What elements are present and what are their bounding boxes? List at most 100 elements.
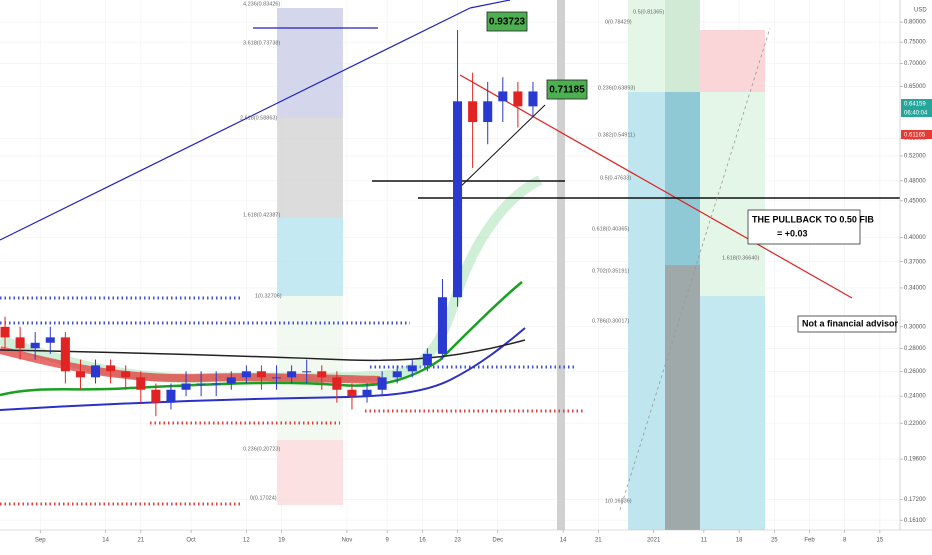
candle-body [347, 389, 357, 397]
x-tick-label: 8 [843, 538, 847, 544]
candle-body [241, 371, 251, 378]
note-box [747, 209, 861, 245]
candle-body [513, 91, 523, 107]
fib-zone [277, 440, 343, 505]
axes: 0.80000 0.75000 0.70000 0.65000 0.55000 0.520… [35, 20, 926, 544]
candle-body [392, 371, 402, 378]
fib-zone [628, 92, 665, 530]
price-axis [900, 0, 932, 550]
price-tag-label: 0.61165 [904, 133, 926, 139]
candle-body [302, 371, 312, 373]
x-tick-label: 14 [560, 538, 567, 544]
x-tick-label: Nov [342, 538, 353, 544]
moving-average [0, 281, 523, 397]
candle-body [377, 377, 387, 390]
candle-body [15, 337, 25, 349]
y-tick-label: 0.26000 [904, 369, 926, 375]
fib-zone [277, 296, 343, 440]
y-tick-label: 0.16100 [904, 518, 926, 524]
candle-body [181, 383, 191, 390]
candle-body [362, 389, 372, 397]
currency-label: USD [914, 8, 927, 14]
y-tick-label: 0.70000 [904, 61, 926, 67]
candle-body [437, 297, 447, 354]
fib-zone [700, 296, 765, 530]
x-tick-label: 9 [385, 538, 389, 544]
price-tag [901, 130, 932, 139]
ribbon [0, 346, 381, 384]
fib-label: 1(0.16836) [605, 498, 632, 504]
trend-line [469, 0, 511, 9]
price-box [546, 79, 588, 100]
fib-label: 0.786(0.30017) [592, 318, 629, 324]
fib-zone [277, 218, 343, 296]
candle-body [468, 101, 478, 123]
fib-label: 1.618(0.42387) [243, 212, 280, 218]
candle-body [407, 365, 417, 372]
candle-body [136, 377, 146, 390]
fib-label: 0.236(0.63893) [598, 85, 635, 91]
x-tick-label: 18 [736, 538, 743, 544]
fib-label: 0.618(0.40365) [592, 226, 629, 232]
candle-body [151, 389, 161, 403]
fib-zone [277, 8, 343, 118]
price-box-label: 0.71185 [549, 85, 585, 96]
trend-line [619, 27, 771, 511]
candle-body [0, 326, 10, 338]
y-tick-label: 0.80000 [904, 20, 926, 26]
note: Not a financial advisor [802, 318, 899, 328]
price-tag [901, 99, 932, 108]
trend-line [459, 74, 853, 299]
fib-zone [700, 92, 765, 296]
candle-body [528, 91, 538, 107]
x-tick-label: Feb [804, 538, 815, 544]
fib-zone [277, 118, 343, 218]
candle-body [422, 353, 432, 366]
fib-label: 0(0.78429) [605, 19, 632, 25]
candle-body [196, 383, 206, 385]
x-tick-label: 21 [595, 538, 602, 544]
candle-body [45, 337, 55, 343]
x-tick-label: 25 [771, 538, 778, 544]
candle-body [453, 101, 463, 298]
candle-body [211, 383, 221, 385]
trend-line [0, 7, 471, 241]
x-tick-label: 11 [701, 538, 708, 544]
y-tick-label: 0.22000 [904, 421, 926, 427]
y-tick-label: 0.48000 [904, 178, 926, 184]
moving-average [0, 339, 526, 362]
y-tick-label: 0.17200 [904, 497, 926, 503]
moving-average [0, 327, 526, 411]
x-tick-label: 19 [278, 538, 285, 544]
y-tick-label: 0.34000 [904, 286, 926, 292]
x-tick-label: Oct [186, 538, 196, 544]
note: = +0.03 [777, 228, 808, 238]
x-tick-label: 16 [419, 538, 426, 544]
candle-body [317, 371, 327, 378]
y-tick-label: 0.19600 [904, 457, 926, 463]
candle-body [272, 377, 282, 379]
y-tick-label: 0.65000 [904, 84, 926, 90]
y-tick-label: 0.45000 [904, 198, 926, 204]
y-tick-label: 0.40000 [904, 235, 926, 241]
fib-label: 0.5(0.81365) [633, 9, 664, 15]
x-tick-label: 2021 [647, 538, 661, 544]
fib-label: 0.702(0.35191) [592, 268, 629, 274]
y-tick-label: 0.30000 [904, 324, 926, 330]
fib-label: 0.5(0.47633) [600, 175, 631, 181]
price-box-label: 0.93723 [489, 17, 526, 28]
candle-body [75, 371, 85, 378]
fib-label: 3.618(0.73738) [243, 40, 280, 46]
candle-body [91, 365, 101, 378]
y-tick-label: 0.55000 [904, 136, 926, 142]
candle-body [498, 91, 508, 102]
y-tick-label: 0.75000 [904, 40, 926, 46]
candle-body [106, 365, 116, 372]
candle-body [256, 371, 266, 378]
trend-line [454, 104, 546, 193]
fib-zone [665, 265, 700, 530]
note-box [797, 315, 897, 333]
x-tick-label: 23 [454, 538, 461, 544]
fib-label: 1(0.32706) [255, 293, 282, 299]
